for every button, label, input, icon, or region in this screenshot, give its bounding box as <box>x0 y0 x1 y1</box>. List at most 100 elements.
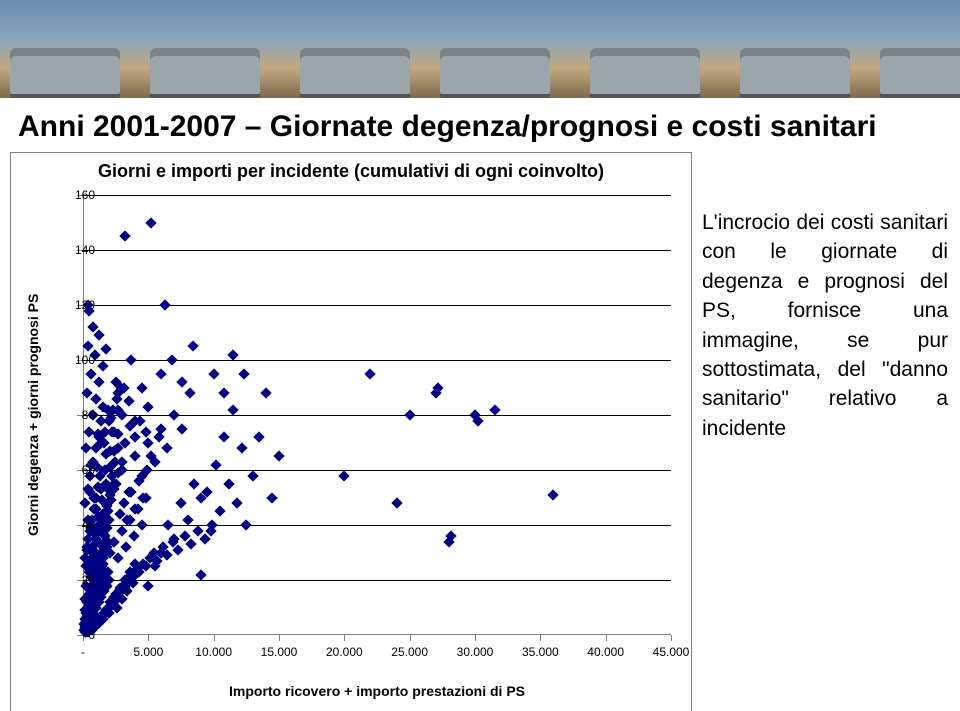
data-point <box>153 431 164 442</box>
x-tick-label: 25.000 <box>391 645 428 659</box>
data-point <box>404 409 415 420</box>
data-point <box>208 368 219 379</box>
data-point <box>126 354 137 365</box>
data-point <box>218 431 229 442</box>
x-tick-label: 40.000 <box>587 645 624 659</box>
data-point <box>143 437 154 448</box>
data-point <box>211 459 222 470</box>
data-point <box>85 368 96 379</box>
side-paragraph: L'incrocio dei costi sanitari con le gio… <box>702 208 948 443</box>
x-tick <box>279 635 280 641</box>
data-point <box>94 376 105 387</box>
y-tick-label: 140 <box>55 243 95 257</box>
header-banner <box>0 0 960 98</box>
banner-car <box>590 48 700 98</box>
data-point <box>232 497 243 508</box>
data-point <box>228 349 239 360</box>
data-point <box>182 514 193 525</box>
x-tick-label: 10.000 <box>195 645 232 659</box>
y-axis-label: Giorni degenza + giorni prognosi PS <box>25 195 41 635</box>
data-point <box>130 451 141 462</box>
data-point <box>247 470 258 481</box>
data-point <box>143 401 154 412</box>
gridline <box>83 580 671 581</box>
data-point <box>188 478 199 489</box>
data-point <box>260 387 271 398</box>
data-point <box>187 341 198 352</box>
chart-frame: Giorni e importi per incidente (cumulati… <box>10 152 692 711</box>
content-area: Giorni e importi per incidente (cumulati… <box>0 148 960 711</box>
data-point <box>489 404 500 415</box>
y-tick-label: 160 <box>55 188 95 202</box>
data-point <box>120 541 131 552</box>
scatter-plot: -5.00010.00015.00020.00025.00030.00035.0… <box>83 195 671 635</box>
data-point <box>195 569 206 580</box>
x-tick <box>344 635 345 641</box>
data-point <box>117 456 128 467</box>
data-point <box>145 217 156 228</box>
data-point <box>161 442 172 453</box>
data-point <box>140 426 151 437</box>
data-point <box>166 354 177 365</box>
data-point <box>186 539 197 550</box>
data-point <box>391 497 402 508</box>
data-point <box>156 368 167 379</box>
data-point <box>238 368 249 379</box>
gridline <box>83 470 671 471</box>
data-point <box>117 525 128 536</box>
gridline <box>83 195 671 196</box>
data-point <box>177 423 188 434</box>
page-title: Anni 2001-2007 – Giornate degenza/progno… <box>18 110 960 144</box>
data-point <box>548 489 559 500</box>
banner-car <box>440 48 550 98</box>
data-point <box>241 519 252 530</box>
x-tick <box>410 635 411 641</box>
plot-wrap: -5.00010.00015.00020.00025.00030.00035.0… <box>83 195 671 635</box>
y-tick-label: 40 <box>55 518 95 532</box>
y-tick-label: 0 <box>55 628 95 642</box>
data-point <box>254 431 265 442</box>
x-tick <box>606 635 607 641</box>
data-point <box>123 396 134 407</box>
y-tick-label: 80 <box>55 408 95 422</box>
x-tick <box>214 635 215 641</box>
data-point <box>94 330 105 341</box>
data-point <box>80 442 91 453</box>
data-point <box>97 360 108 371</box>
banner-car <box>10 48 120 98</box>
data-point <box>136 382 147 393</box>
data-point <box>237 442 248 453</box>
data-point <box>224 478 235 489</box>
x-tick <box>540 635 541 641</box>
data-point <box>184 387 195 398</box>
x-tick-label: 35.000 <box>522 645 559 659</box>
gridline <box>83 305 671 306</box>
data-point <box>160 299 171 310</box>
data-point <box>136 519 147 530</box>
x-axis-label: Importo ricovero + importo prestazioni d… <box>83 683 671 699</box>
banner-car <box>150 48 260 98</box>
data-point <box>101 343 112 354</box>
chart-title: Giorni e importi per incidente (cumulati… <box>11 161 691 182</box>
y-tick-label: 120 <box>55 298 95 312</box>
data-point <box>177 376 188 387</box>
data-point <box>218 387 229 398</box>
data-point <box>162 519 173 530</box>
data-point <box>169 409 180 420</box>
data-point <box>215 506 226 517</box>
x-tick-label: 5.000 <box>133 645 163 659</box>
data-point <box>273 451 284 462</box>
gridline <box>83 250 671 251</box>
data-point <box>339 470 350 481</box>
x-tick <box>671 635 672 641</box>
y-tick-label: 60 <box>55 463 95 477</box>
banner-car <box>300 48 410 98</box>
y-tick-label: 100 <box>55 353 95 367</box>
banner-car <box>880 48 960 98</box>
data-point <box>267 492 278 503</box>
data-point <box>130 431 141 442</box>
y-tick-label: 20 <box>55 573 95 587</box>
x-tick-label: 15.000 <box>261 645 298 659</box>
data-point <box>128 530 139 541</box>
data-point <box>228 404 239 415</box>
